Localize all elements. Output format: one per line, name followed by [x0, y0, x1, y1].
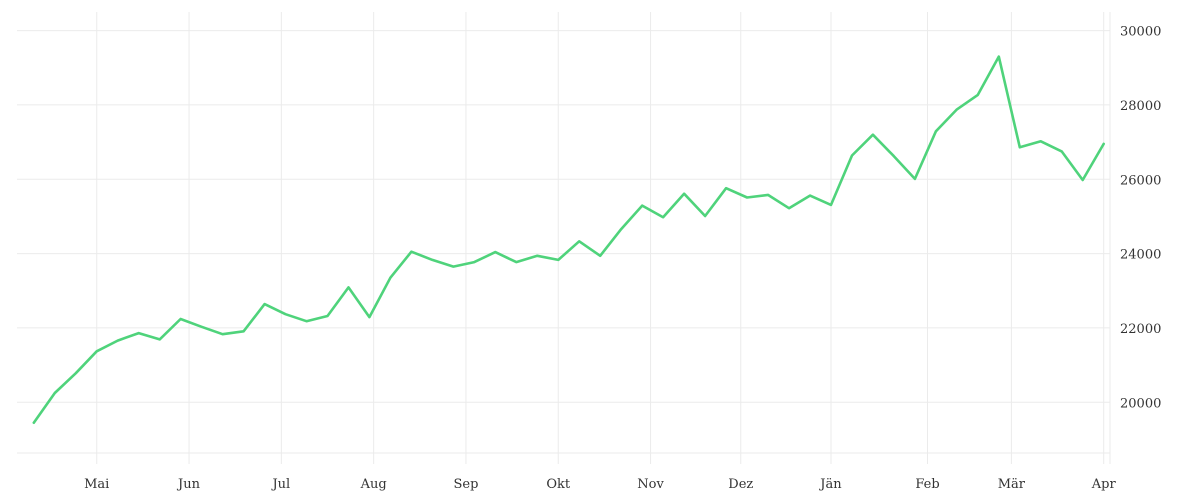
- y-tick-label: 20000: [1120, 396, 1161, 411]
- grid: [17, 12, 1111, 464]
- x-tick-label: Dez: [728, 477, 753, 492]
- y-tick-label: 26000: [1120, 173, 1161, 188]
- x-tick-label: Nov: [637, 477, 664, 492]
- x-tick-label: Feb: [915, 477, 939, 492]
- y-tick-label: 30000: [1120, 25, 1161, 40]
- series-line: [32, 55, 1105, 425]
- x-tick-label: Okt: [546, 477, 571, 492]
- x-tick-label: Jul: [270, 477, 290, 492]
- x-tick-label: Jän: [818, 477, 842, 492]
- y-tick-label: 22000: [1120, 322, 1161, 337]
- x-tick-label: Sep: [453, 477, 478, 492]
- x-tick-label: Mai: [84, 477, 109, 492]
- plot-area: [32, 55, 1105, 425]
- x-tick-label: Mär: [998, 477, 1026, 492]
- y-axis: 20000 22000 24000 26000 28000 30000: [1120, 25, 1161, 412]
- x-tick-label: Jun: [176, 477, 201, 492]
- x-tick-label: Aug: [360, 477, 387, 492]
- y-tick-label: 28000: [1120, 99, 1161, 114]
- x-axis: Mai Jun Jul Aug Sep Okt Nov Dez Jän Feb Mär Apr: [84, 477, 1116, 492]
- y-tick-label: 24000: [1120, 248, 1161, 263]
- x-tick-label: Apr: [1091, 477, 1117, 492]
